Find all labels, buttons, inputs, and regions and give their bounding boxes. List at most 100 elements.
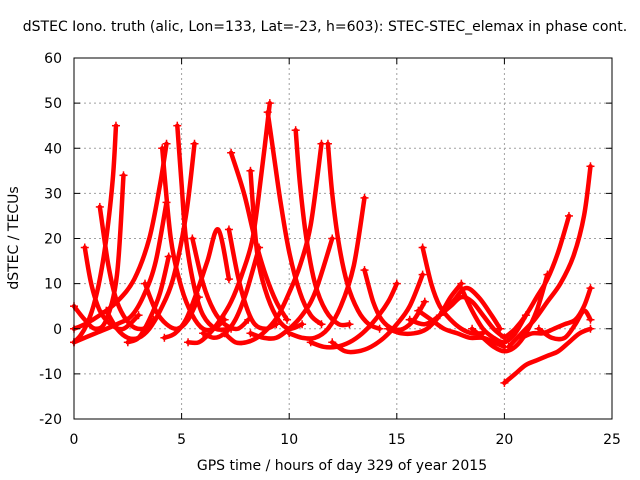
series-point-marker bbox=[123, 338, 132, 347]
series-point-marker bbox=[405, 315, 414, 324]
series-point-marker bbox=[246, 329, 255, 338]
series-point-marker bbox=[194, 293, 203, 302]
series-line bbox=[200, 245, 262, 341]
series-point-marker bbox=[586, 284, 595, 293]
series-point-marker bbox=[244, 315, 253, 324]
y-axis-label: dSTEC / TECUs bbox=[6, 186, 22, 289]
series-point-marker bbox=[102, 306, 111, 315]
series-point-marker bbox=[149, 315, 158, 324]
series-point-marker bbox=[323, 139, 332, 148]
series-point-marker bbox=[468, 324, 477, 333]
x-axis-label: GPS time / hours of day 329 of year 2015 bbox=[197, 458, 487, 474]
series-line bbox=[71, 141, 169, 332]
series-point-marker bbox=[564, 211, 573, 220]
series-point-marker bbox=[265, 99, 274, 108]
data-series bbox=[71, 100, 593, 386]
series-point-marker bbox=[534, 324, 543, 333]
series-point-marker bbox=[586, 315, 595, 324]
y-tick-label: 20 bbox=[44, 232, 62, 248]
series-point-marker bbox=[328, 338, 337, 347]
series-point-marker bbox=[414, 306, 423, 315]
series-line bbox=[71, 123, 119, 345]
series-point-marker bbox=[360, 193, 369, 202]
series-point-marker bbox=[517, 333, 526, 342]
x-tick-label: 15 bbox=[388, 432, 406, 448]
series-line bbox=[536, 308, 593, 342]
series-line bbox=[420, 245, 486, 336]
series-point-marker bbox=[317, 320, 326, 329]
series-point-marker bbox=[586, 162, 595, 171]
series-point-marker bbox=[345, 320, 354, 329]
series-point-marker bbox=[184, 338, 193, 347]
series-line bbox=[502, 326, 593, 386]
series-line bbox=[385, 281, 464, 337]
series-point-marker bbox=[134, 311, 143, 320]
x-tick-label: 25 bbox=[603, 432, 621, 448]
series-point-marker bbox=[164, 252, 173, 261]
series-point-marker bbox=[291, 126, 300, 135]
series-point-marker bbox=[418, 243, 427, 252]
series-line bbox=[329, 272, 425, 355]
series-point-marker bbox=[224, 225, 233, 234]
series-point-marker bbox=[162, 139, 171, 148]
series-line bbox=[185, 100, 273, 346]
series-point-marker bbox=[328, 234, 337, 243]
series-point-marker bbox=[496, 324, 505, 333]
series-point-marker bbox=[435, 311, 444, 320]
series-line bbox=[293, 127, 352, 328]
series-line bbox=[502, 213, 572, 341]
series-point-marker bbox=[384, 324, 393, 333]
series-point-marker bbox=[586, 324, 595, 333]
series-point-marker bbox=[543, 270, 552, 279]
series-line bbox=[265, 109, 324, 327]
series-point-marker bbox=[298, 320, 307, 329]
series-point-marker bbox=[199, 329, 208, 338]
series-point-marker bbox=[263, 108, 272, 117]
series-point-marker bbox=[504, 342, 513, 351]
x-tick-label: 5 bbox=[177, 432, 186, 448]
series-point-marker bbox=[283, 315, 292, 324]
series-point-marker bbox=[224, 275, 233, 284]
series-line bbox=[519, 285, 593, 341]
series-point-marker bbox=[173, 121, 182, 130]
series-point-marker bbox=[188, 234, 197, 243]
chart-title: dSTEC Iono. truth (alic, Lon=133, Lat=-2… bbox=[23, 19, 627, 35]
series-point-marker bbox=[141, 279, 150, 288]
series-point-marker bbox=[255, 243, 264, 252]
series-point-marker bbox=[500, 333, 509, 342]
y-tick-label: 50 bbox=[44, 96, 62, 112]
series-point-marker bbox=[285, 329, 294, 338]
series-line bbox=[469, 272, 550, 354]
y-tick-label: 10 bbox=[44, 277, 62, 293]
series-point-marker bbox=[119, 171, 128, 180]
series-point-marker bbox=[160, 333, 169, 342]
series-point-marker bbox=[80, 243, 89, 252]
series-point-marker bbox=[227, 148, 236, 157]
series-point-marker bbox=[158, 144, 167, 153]
series-line bbox=[71, 173, 126, 332]
y-tick-label: -10 bbox=[39, 367, 62, 383]
series-point-marker bbox=[272, 320, 281, 329]
series-line bbox=[308, 281, 400, 350]
series-point-marker bbox=[95, 202, 104, 211]
series-line bbox=[506, 164, 593, 350]
series-point-marker bbox=[420, 297, 429, 306]
series-point-marker bbox=[162, 198, 171, 207]
series-line bbox=[437, 294, 507, 341]
y-tick-label: 0 bbox=[53, 322, 62, 338]
y-tick-label: 40 bbox=[44, 141, 62, 157]
x-tick-label: 20 bbox=[495, 432, 513, 448]
x-tick-label: 0 bbox=[70, 432, 79, 448]
series-point-marker bbox=[418, 270, 427, 279]
x-tick-labels: 0 5 10 15 20 25 bbox=[70, 432, 621, 448]
y-tick-label: 30 bbox=[44, 186, 62, 202]
series-point-marker bbox=[521, 311, 530, 320]
series-point-marker bbox=[227, 324, 236, 333]
series-point-marker bbox=[478, 329, 487, 338]
x-tick-label: 10 bbox=[280, 432, 298, 448]
series-line bbox=[162, 227, 232, 341]
series-point-marker bbox=[246, 166, 255, 175]
gridlines bbox=[74, 58, 612, 419]
series-line bbox=[125, 254, 171, 345]
